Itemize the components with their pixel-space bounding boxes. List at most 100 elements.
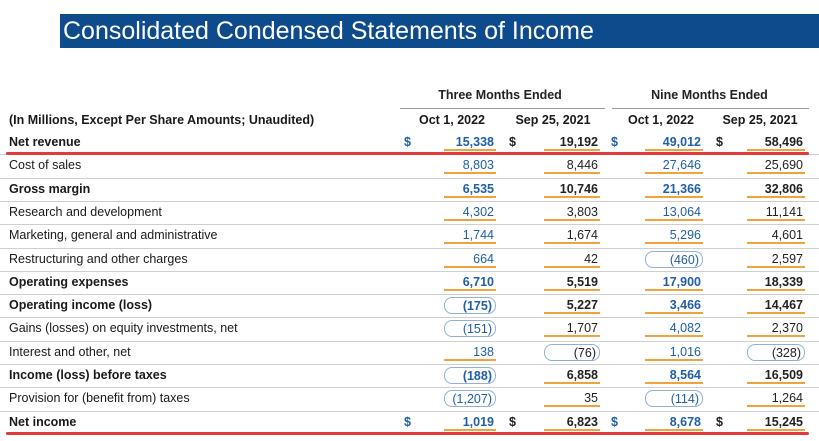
row-label: Provision for (benefit from) taxes: [9, 391, 190, 406]
value-cell: (188): [444, 367, 496, 384]
row-label: Interest and other, net: [9, 344, 131, 359]
column-header-ytd-2021: Sep 25, 2021: [722, 113, 798, 127]
value-cell: 6,858: [544, 367, 600, 384]
value-cell: 2,597: [747, 251, 805, 268]
value-cell: 6,823: [544, 414, 600, 431]
value-cell: (114): [645, 390, 703, 408]
table-row: Provision for (benefit from) taxes (1,207…: [0, 387, 819, 410]
row-separator: [0, 317, 819, 319]
value-cell: (76): [544, 343, 600, 361]
value-cell: 5,296: [645, 227, 703, 245]
value-cell: (1,207): [444, 390, 496, 408]
row-label: Income (loss) before taxes: [9, 368, 167, 382]
row-label: Gains (losses) on equity investments, ne…: [9, 321, 238, 336]
row-label: Gross margin: [9, 181, 91, 196]
value-cell: 2,370: [747, 320, 805, 338]
row-separator: [0, 340, 819, 342]
table-row: Restructuring and other charges 664 42 (460…: [0, 248, 819, 271]
row-separator: [0, 247, 819, 249]
value-cell: 1,744: [444, 227, 496, 245]
value-cell: 18,339: [747, 274, 805, 291]
value-cell: 11,141: [747, 204, 805, 221]
row-separator: [0, 177, 819, 179]
value-cell: 14,467: [747, 297, 805, 315]
value-cell: 25,690: [747, 157, 805, 175]
table-row: Gains (losses) on equity investments, ne…: [0, 317, 819, 340]
value-cell: 3,466: [645, 297, 703, 315]
value-cell: 3,803: [544, 204, 600, 221]
group-header-nine-months: Nine Months Ended: [651, 88, 768, 102]
value-cell: 58,496: [747, 134, 805, 151]
value-cell: 17,900: [645, 274, 703, 291]
value-cell: 6,535: [444, 181, 496, 198]
table-row: Net income $1,019 $6,823 $8,678 $15,245: [0, 411, 819, 434]
currency-symbol: $: [611, 414, 618, 429]
row-label: Net revenue: [9, 135, 81, 149]
currency-symbol: $: [611, 135, 618, 149]
row-label: Operating income (loss): [9, 298, 153, 313]
value-cell: 1,674: [544, 227, 600, 245]
row-label: Net income: [9, 414, 77, 429]
value-cell: 5,227: [544, 297, 600, 315]
value-cell: 35: [544, 390, 600, 408]
currency-symbol: $: [404, 135, 411, 149]
value-cell: 4,302: [444, 204, 496, 221]
currency-symbol: $: [509, 135, 516, 149]
row-separator: [0, 270, 819, 272]
currency-symbol: $: [716, 414, 723, 429]
row-label: Research and development: [9, 204, 162, 219]
value-cell: 32,806: [747, 181, 805, 198]
value-cell: 21,366: [645, 181, 703, 198]
currency-symbol: $: [509, 414, 516, 429]
row-separator: [0, 200, 819, 202]
table-row: Interest and other, net 138 (76) 1,016 (328): [0, 341, 819, 364]
value-cell: 10,746: [544, 181, 600, 198]
table-row: Research and development 4,302 3,803 13,064…: [0, 201, 819, 224]
row-label: Cost of sales: [9, 158, 82, 173]
row-separator: [0, 294, 819, 296]
value-cell: 13,064: [645, 204, 703, 221]
value-cell: 8,803: [444, 157, 496, 175]
title-bar: Consolidated Condensed Statements of Inc…: [60, 14, 819, 48]
value-cell: (175): [444, 297, 496, 315]
value-cell: (151): [444, 320, 496, 338]
table-row: Operating income (loss) (175) 5,227 3,466 14…: [0, 294, 819, 317]
value-cell: 19,192: [544, 134, 600, 151]
value-cell: (460): [645, 250, 703, 268]
currency-symbol: $: [716, 135, 723, 149]
value-cell: 27,646: [645, 157, 703, 175]
page-title: Consolidated Condensed Statements of Inc…: [63, 17, 594, 45]
table-row: Net revenue $15,338 $19,192 $49,012 $58,496: [0, 131, 819, 154]
value-cell: 138: [444, 344, 496, 361]
row-label: Marketing, general and administrative: [9, 228, 218, 243]
value-cell: 1,264: [747, 390, 805, 408]
table-row: Marketing, general and administrative 1,7…: [0, 224, 819, 247]
group-underline-three-months: [400, 108, 605, 109]
value-cell: (328): [747, 343, 805, 361]
column-header-ytd-2022: Oct 1, 2022: [627, 113, 694, 127]
row-label: Operating expenses: [9, 274, 129, 289]
value-cell: 42: [544, 251, 600, 268]
value-cell: 1,707: [544, 320, 600, 338]
table-row: Gross margin 6,535 10,746 21,366 32,806: [0, 178, 819, 201]
value-cell: 15,245: [747, 414, 805, 431]
highlight-line-net-income: [6, 432, 809, 435]
table-row: Income (loss) before taxes (188) 6,858 8,56…: [0, 364, 819, 387]
value-cell: 6,710: [444, 274, 496, 291]
row-separator: [0, 410, 819, 412]
value-cell: 8,446: [544, 157, 600, 175]
value-cell: 49,012: [645, 134, 703, 151]
table-row: Cost of sales 8,803 8,446 27,646 25,690: [0, 154, 819, 177]
value-cell: 8,678: [645, 414, 703, 431]
value-cell: 16,509: [747, 367, 805, 384]
row-separator: [0, 387, 819, 389]
row-label: Restructuring and other charges: [9, 251, 188, 266]
value-cell: 664: [444, 251, 496, 268]
value-cell: 15,338: [444, 134, 496, 151]
row-separator: [0, 224, 819, 226]
highlight-line-net-revenue: [6, 152, 809, 155]
group-header-three-months: Three Months Ended: [438, 88, 562, 102]
currency-symbol: $: [404, 414, 411, 429]
value-cell: 1,019: [444, 414, 496, 431]
value-cell: 8,564: [645, 367, 703, 384]
